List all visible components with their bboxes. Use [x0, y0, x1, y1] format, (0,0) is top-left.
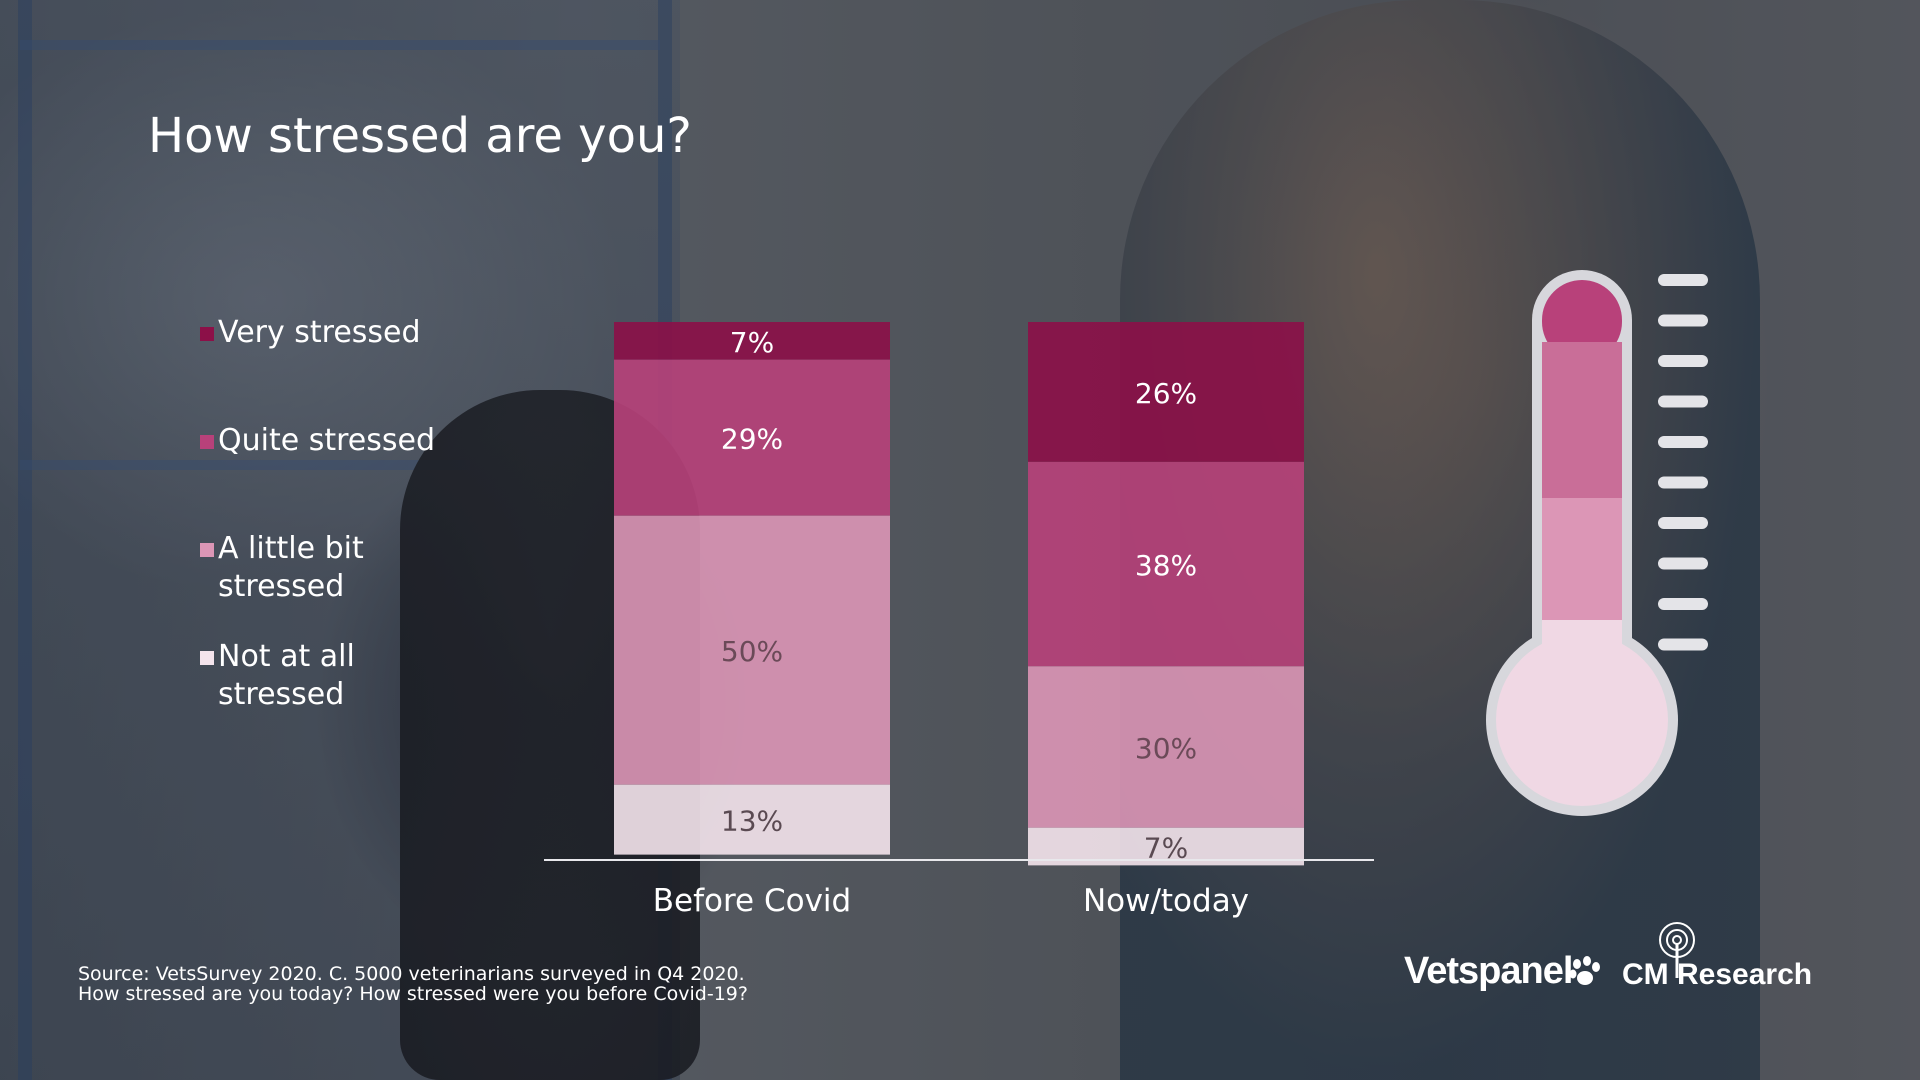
- background-shelf-post: [18, 0, 32, 1080]
- x-tick-label: Before Covid: [653, 883, 851, 919]
- source-line: Source: VetsSurvey 2020. C. 5000 veterin…: [78, 963, 745, 985]
- data-label: 13%: [721, 805, 783, 838]
- thermometer-tick: [1658, 638, 1708, 651]
- thermometer-tick: [1658, 395, 1708, 408]
- thermometer-tick: [1658, 557, 1708, 570]
- thermometer-tick: [1658, 314, 1708, 327]
- cm-research-logo: CM Research: [1622, 958, 1813, 991]
- source-question-line: How stressed are you today? How stressed…: [78, 983, 748, 1005]
- bar-segment: [1028, 666, 1304, 828]
- legend-swatch: [200, 651, 214, 665]
- signal-tree-icon: [1659, 922, 1695, 978]
- thermometer-level: [1542, 280, 1622, 362]
- bar-segment: [614, 359, 890, 516]
- data-label: 7%: [730, 326, 774, 359]
- thermometer-tick: [1658, 598, 1708, 610]
- data-label: 30%: [1135, 732, 1197, 765]
- bar-segment: [614, 515, 890, 785]
- background-shelf-board: [20, 460, 470, 470]
- legend-swatch: [200, 435, 214, 449]
- slide-title: How stressed are you?: [148, 108, 692, 164]
- thermometer-level: [1542, 498, 1622, 620]
- thermometer-tick: [1658, 274, 1708, 286]
- thermometer-tick: [1658, 436, 1708, 448]
- thermometer-tick: [1658, 355, 1708, 367]
- legend-label-line2: stressed: [218, 677, 345, 712]
- legend-label-line2: stressed: [218, 569, 345, 604]
- legend-item-very-stressed: Very stressed: [200, 314, 421, 352]
- data-label: 26%: [1135, 377, 1197, 410]
- legend-label: Very stressed: [218, 315, 421, 350]
- legend-label: Not at all: [218, 639, 355, 674]
- thermometer-tick: [1658, 517, 1708, 529]
- bar-segment: [614, 322, 890, 360]
- data-label: 38%: [1135, 549, 1197, 582]
- source-note: Source: VetsSurvey 2020. C. 5000 veterin…: [78, 964, 748, 1004]
- legend-label: A little bit: [218, 531, 364, 566]
- thermometer-tick: [1658, 476, 1708, 489]
- legend-label: Quite stressed: [218, 423, 436, 458]
- data-label: 50%: [721, 635, 783, 668]
- x-tick-label: Now/today: [1083, 883, 1249, 919]
- legend-item-quite-stressed: Quite stressed: [200, 422, 436, 460]
- background-shelf-board: [20, 40, 660, 50]
- bar-segment: [1028, 461, 1304, 667]
- thermometer-bulb: [1496, 634, 1668, 806]
- paw-icon: [1569, 956, 1600, 985]
- bar-segment: [1028, 322, 1304, 462]
- thermometer-level: [1542, 342, 1622, 498]
- legend-swatch: [200, 543, 214, 557]
- bar-segment: [614, 784, 890, 855]
- legend-item-little-stressed: A little bit stressed: [200, 530, 364, 606]
- legend-item-not-stressed: Not at all stressed: [200, 638, 355, 714]
- data-label: 29%: [721, 423, 783, 456]
- legend-swatch: [200, 327, 214, 341]
- vetspanel-logo: Vetspanel: [1404, 950, 1573, 992]
